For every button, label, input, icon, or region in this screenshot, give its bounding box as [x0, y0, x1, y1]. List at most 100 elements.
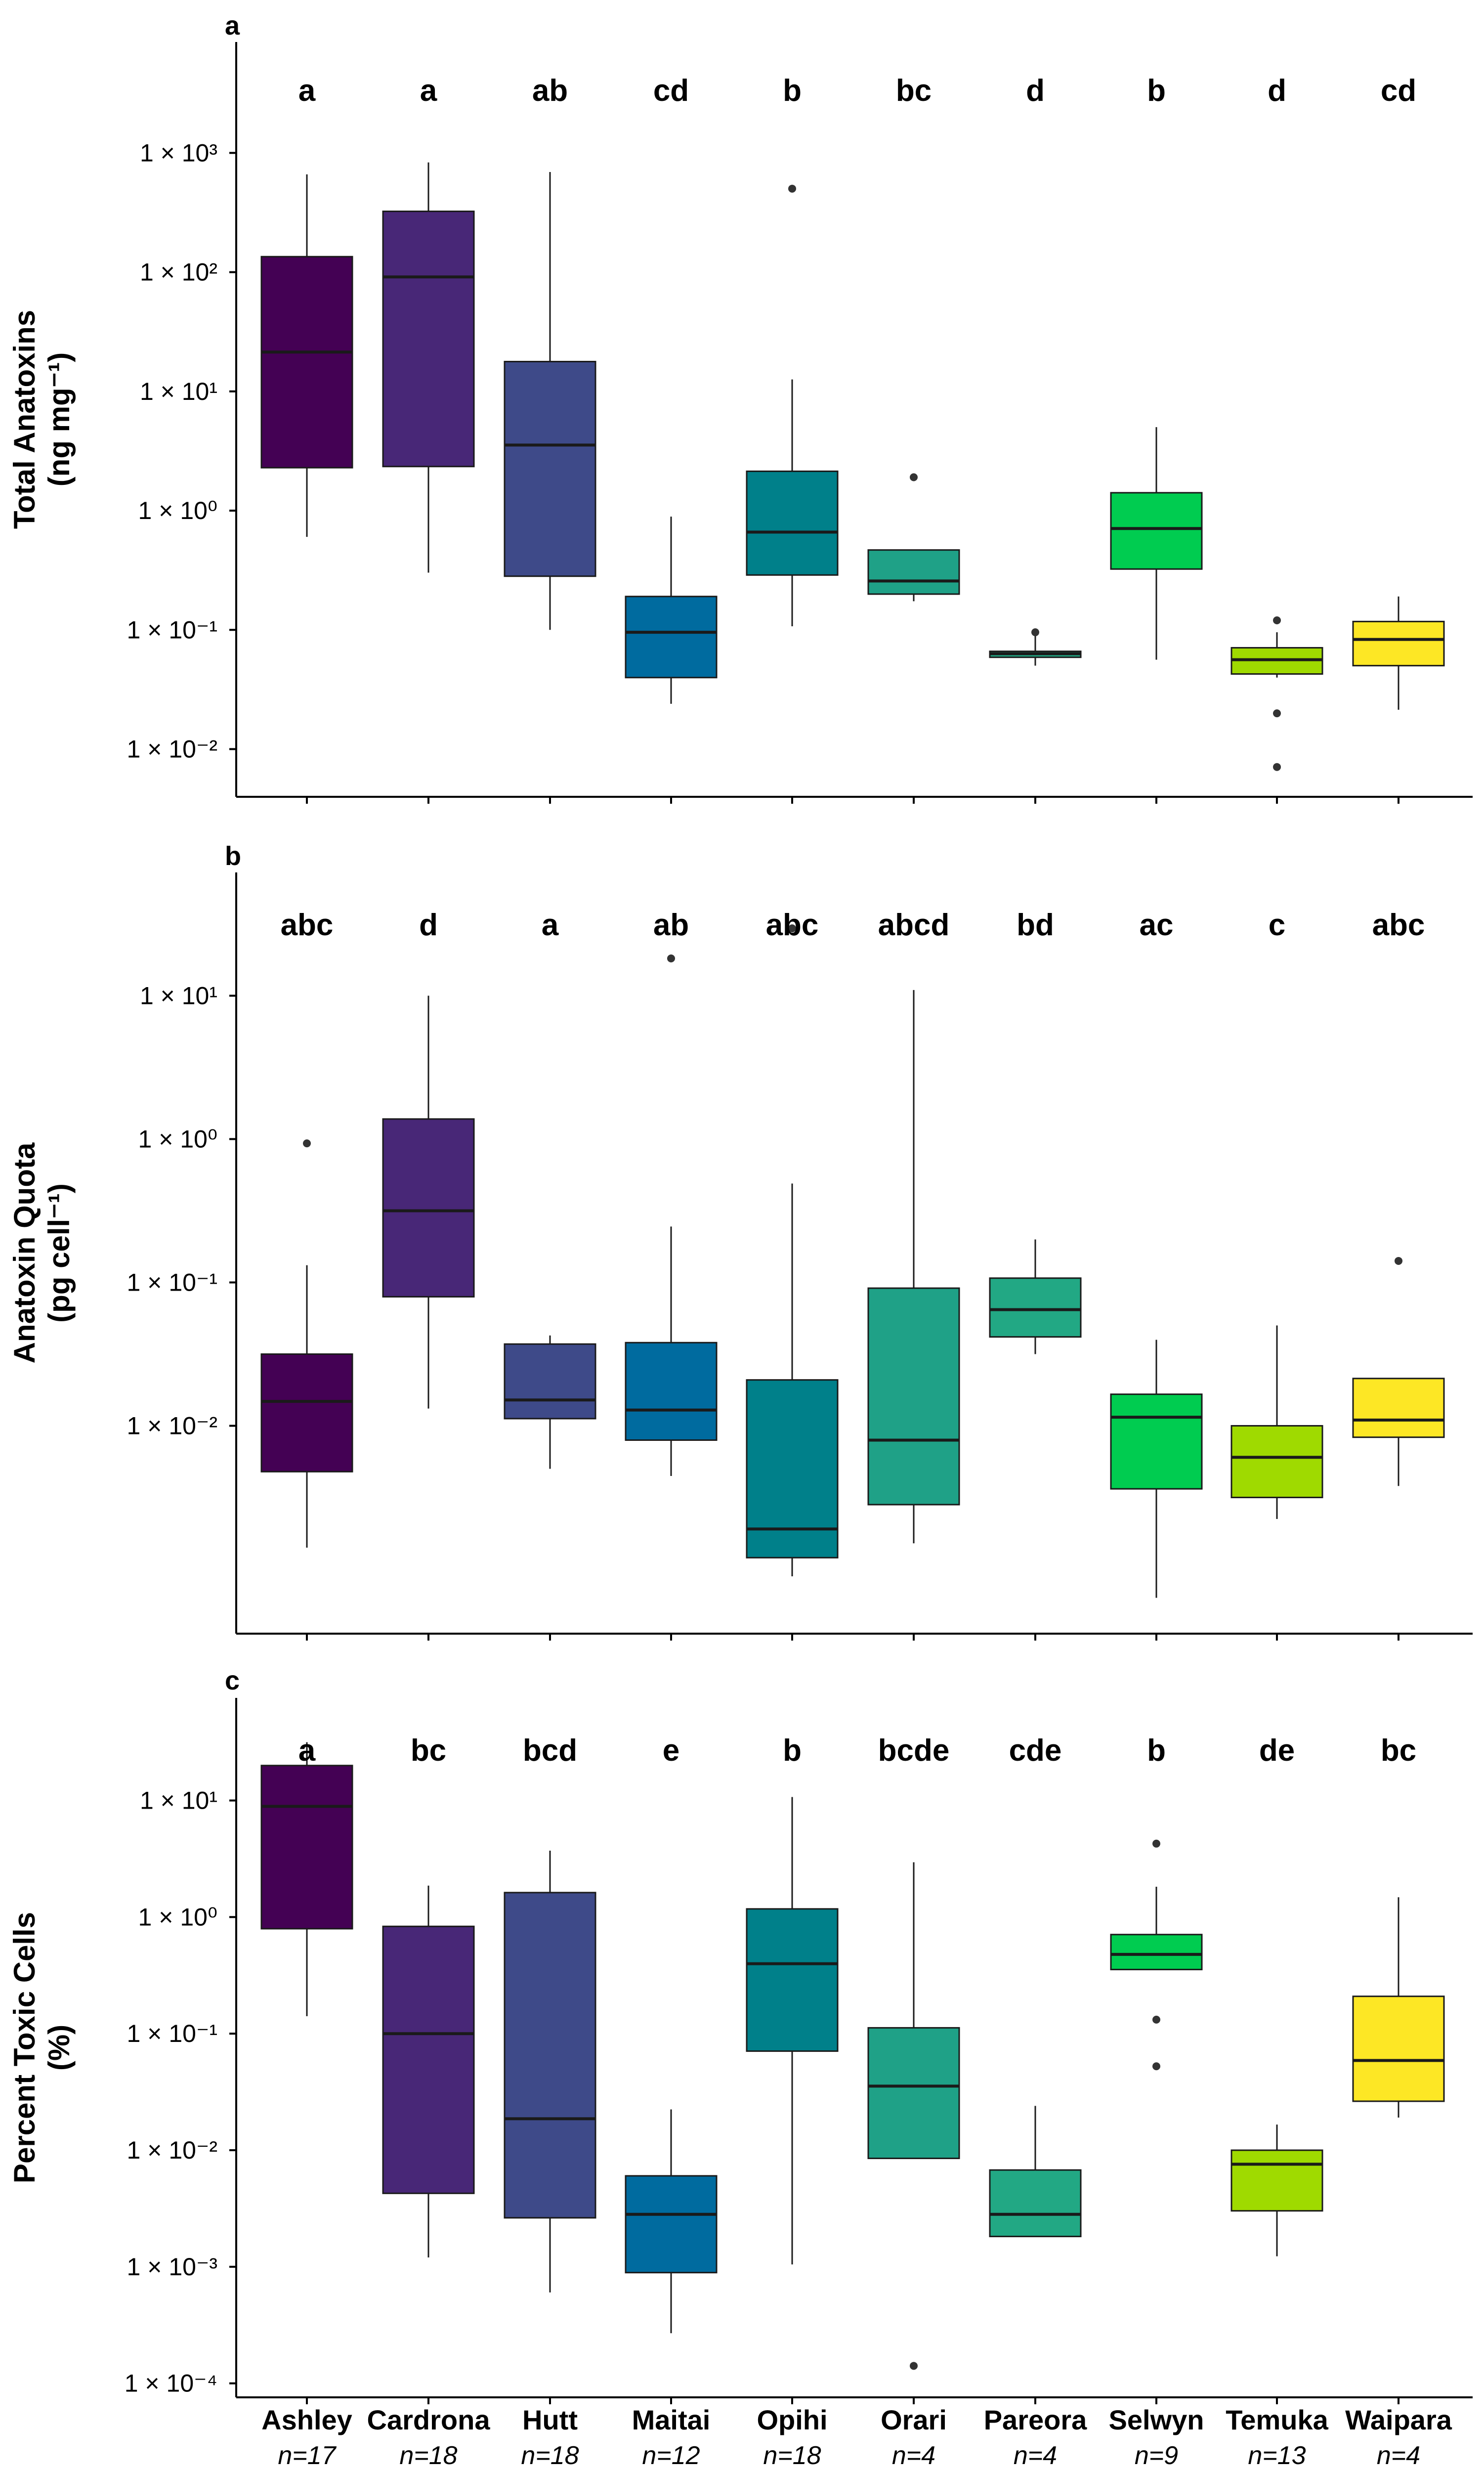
significance-letter: cd [653, 74, 689, 108]
outlier-point [788, 184, 796, 193]
sample-size-label: n=18 [399, 2441, 457, 2470]
significance-letter: bc [896, 74, 932, 108]
y-axis-title-line2: (%) [42, 2025, 76, 2071]
significance-letter: bc [1381, 1733, 1416, 1768]
panel-label: a [225, 11, 240, 41]
outlier-point [1273, 709, 1281, 718]
outlier-point [1273, 763, 1281, 771]
y-tick-label: 1 × 10⁻² [127, 1412, 217, 1439]
significance-letter: bc [411, 1733, 446, 1768]
significance-letter: abcd [878, 908, 950, 942]
panel-label: c [225, 1666, 240, 1695]
sample-size-label: n=12 [642, 2441, 700, 2470]
x-category-label: Orari [881, 2404, 947, 2435]
box-temuka [1230, 1425, 1323, 1498]
box-hutt [504, 361, 596, 577]
outlier-point [1152, 2062, 1160, 2071]
significance-letter: bcd [523, 1733, 577, 1768]
x-category-label: Waipara [1345, 2404, 1452, 2435]
significance-letter: d [1026, 74, 1045, 108]
box-hutt [504, 1343, 596, 1420]
significance-letter: bd [1017, 908, 1054, 942]
y-tick-label: 1 × 10¹ [140, 982, 217, 1009]
x-category-label: Cardrona [367, 2404, 491, 2435]
x-category-label: Opihi [757, 2404, 827, 2435]
box-ashley [260, 1765, 353, 1930]
significance-letter: abc [1372, 908, 1425, 942]
box-hutt [504, 1892, 596, 2219]
box-waipara [1352, 1995, 1445, 2102]
sample-size-label: n=18 [521, 2441, 579, 2470]
box-maitai [625, 2175, 718, 2274]
y-axis-title-line1: Total Anatoxins [8, 310, 41, 529]
outlier-point [1273, 616, 1281, 624]
y-tick-label: 1 × 10⁻² [127, 2136, 217, 2164]
x-category-label: Selwyn [1109, 2404, 1204, 2435]
outlier-point [788, 924, 796, 933]
significance-letter: a [542, 908, 559, 942]
significance-letter: cde [1009, 1733, 1062, 1768]
significance-letter: ab [532, 74, 568, 108]
x-category-label: Temuka [1226, 2404, 1328, 2435]
outlier-point [1152, 2015, 1160, 2024]
significance-letter: b [1147, 74, 1166, 108]
y-tick-label: 1 × 10¹ [140, 378, 217, 405]
x-category-label: Hutt [522, 2404, 578, 2435]
box-opihi [746, 470, 839, 576]
sample-size-label: n=17 [278, 2441, 337, 2470]
sample-size-label: n=4 [1377, 2441, 1420, 2470]
y-axis-title: Anatoxin Quota (pg cell⁻¹) [8, 1142, 76, 1363]
box-opihi [746, 1908, 839, 2052]
box-orari [867, 549, 960, 595]
box-maitai [625, 1342, 718, 1441]
box-orari [867, 2027, 960, 2160]
sample-size-label: n=4 [892, 2441, 935, 2470]
x-category-label: Ashley [261, 2404, 352, 2435]
significance-letter: ac [1140, 908, 1174, 942]
box-ashley [260, 1353, 353, 1473]
significance-letter: a [298, 1733, 316, 1768]
y-axis-title-line1: Anatoxin Quota [8, 1142, 41, 1363]
x-category-label: Maitai [632, 2404, 711, 2435]
box-ashley [260, 256, 353, 469]
sample-size-label: n=18 [763, 2441, 821, 2470]
significance-letter: d [1268, 74, 1286, 108]
significance-letter: ab [653, 908, 689, 942]
significance-letter: c [1269, 908, 1285, 942]
y-tick-label: 1 × 10⁻¹ [127, 616, 217, 644]
sample-size-label: n=13 [1248, 2441, 1306, 2470]
outlier-point [1395, 1257, 1402, 1265]
y-axis-title: Percent Toxic Cells (%) [8, 1912, 76, 2183]
y-tick-label: 1 × 10⁰ [138, 1903, 217, 1931]
box-pareora [989, 2169, 1082, 2238]
box-waipara [1352, 620, 1445, 667]
y-tick-label: 1 × 10³ [140, 139, 217, 167]
outlier-point [1152, 1839, 1160, 1848]
significance-letter: abc [281, 908, 334, 942]
y-tick-label: 1 × 10⁰ [138, 497, 217, 524]
significance-letter: a [298, 74, 316, 108]
x-category-label: Pareora [984, 2404, 1087, 2435]
box-selwyn [1110, 492, 1203, 570]
sample-size-label: n=4 [1014, 2441, 1057, 2470]
y-axis-title-line2: (pg cell⁻¹) [42, 1183, 76, 1323]
box-opihi [746, 1379, 839, 1559]
sample-size-label: n=9 [1135, 2441, 1178, 2470]
y-tick-label: 1 × 10¹ [140, 1787, 217, 1815]
outlier-point [910, 2362, 918, 2370]
y-tick-label: 1 × 10⁻² [127, 736, 217, 763]
box-pareora [989, 1277, 1082, 1338]
significance-letter: cd [1381, 74, 1416, 108]
significance-letter: b [783, 1733, 802, 1768]
y-tick-label: 1 × 10⁻⁴ [125, 2370, 217, 2397]
y-tick-label: 1 × 10² [140, 259, 217, 286]
box-maitai [625, 596, 718, 679]
y-axis-title-line2: (ng mg⁻¹) [42, 352, 76, 487]
y-axis-title: Total Anatoxins (ng mg⁻¹) [8, 310, 76, 529]
significance-letter: bcde [878, 1733, 950, 1768]
significance-letter: b [783, 74, 802, 108]
significance-letter: de [1259, 1733, 1295, 1768]
outlier-point [667, 954, 675, 963]
box-waipara [1352, 1378, 1445, 1438]
